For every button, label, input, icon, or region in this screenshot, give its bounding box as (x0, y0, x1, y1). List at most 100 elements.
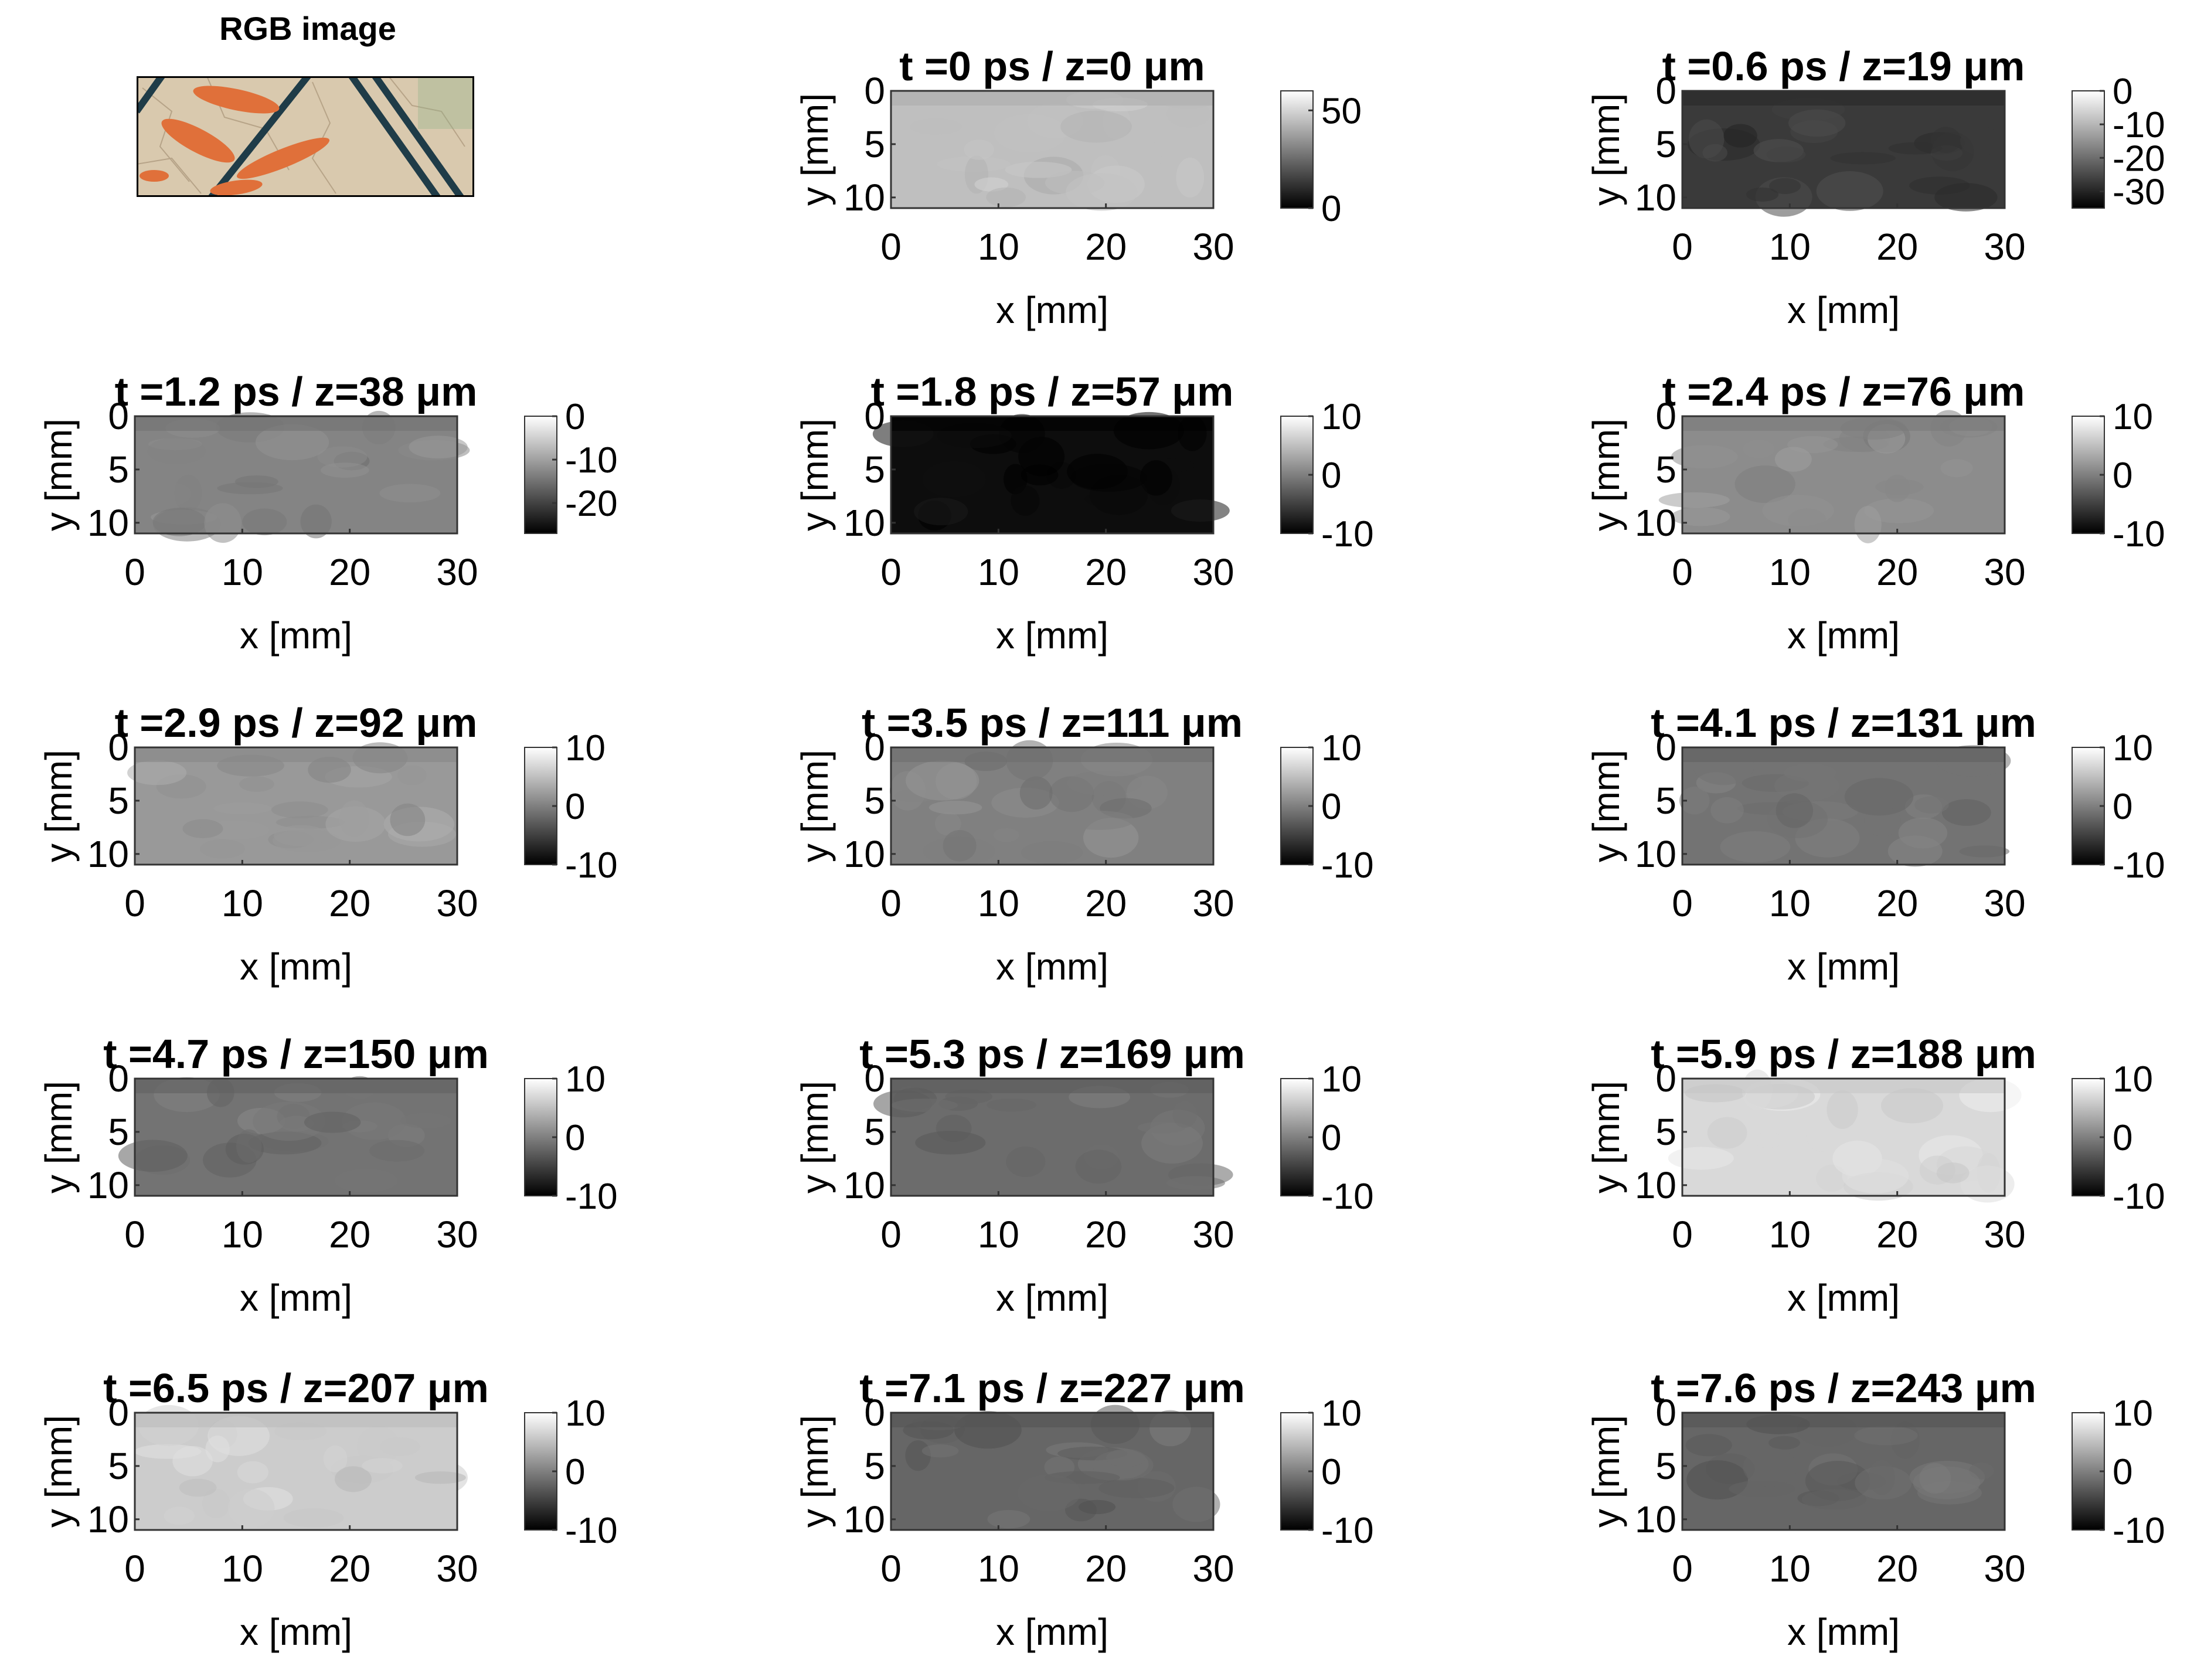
x-tick-label: 20 (1876, 551, 1918, 593)
y-axis-label: y [mm] (794, 1415, 836, 1528)
x-axis-label: x [mm] (240, 1277, 352, 1319)
y-tick-label: 0 (1655, 1392, 1676, 1434)
axes-box (134, 1077, 458, 1197)
x-tick-label: 0 (124, 551, 145, 593)
colorbar-tick-label: 10 (565, 1393, 606, 1434)
y-tick-label: 0 (108, 1057, 129, 1100)
heatmap-image (1668, 1069, 2022, 1203)
x-tick-label: 0 (1672, 1548, 1693, 1590)
x-tick-label: 30 (436, 882, 478, 924)
y-tick-label: 5 (1655, 1111, 1676, 1153)
colorbar-tick-label: -10 (2113, 1176, 2165, 1217)
x-tick-label: 30 (1192, 551, 1234, 593)
y-tick-label: 0 (108, 726, 129, 768)
y-axis-label: y [mm] (1585, 1081, 1627, 1193)
colorbar (2072, 90, 2105, 209)
y-tick-label: 10 (843, 1164, 885, 1206)
y-axis-label: y [mm] (794, 419, 836, 531)
heatmap-image (1682, 1413, 2005, 1530)
x-axis-label: x [mm] (996, 1277, 1108, 1319)
x-axis-label: x [mm] (996, 1611, 1108, 1653)
rgb-orange-strokes (140, 86, 330, 196)
colorbar-tick-label: -30 (2113, 172, 2165, 212)
y-tick-label: 5 (108, 780, 129, 822)
y-axis-label: y [mm] (1585, 419, 1627, 531)
x-tick-label: 10 (222, 551, 263, 593)
colorbar-tick-label: 0 (1321, 787, 1341, 827)
x-tick-label: 20 (329, 551, 370, 593)
heatmap-image (127, 742, 457, 865)
axes-box (1681, 1077, 2006, 1197)
colorbar (2072, 416, 2105, 534)
x-tick-label: 10 (222, 1548, 263, 1590)
rgb-green-tint (418, 76, 474, 129)
x-axis-label: x [mm] (996, 614, 1108, 657)
rgb-image-title: RGB image (219, 10, 396, 47)
x-tick-label: 10 (1769, 1548, 1811, 1590)
colorbar (524, 416, 557, 534)
x-tick-label: 10 (978, 551, 1019, 593)
y-tick-label: 0 (1655, 1057, 1676, 1100)
colorbar-tick-label: 0 (565, 1452, 585, 1492)
colorbar (2072, 747, 2105, 865)
y-tick-label: 10 (87, 502, 129, 544)
x-axis-label: x [mm] (996, 289, 1108, 331)
axes-box (1681, 415, 2006, 535)
x-axis-label: x [mm] (1787, 1277, 1900, 1319)
colorbar-tick-label: 10 (2113, 397, 2153, 437)
y-tick-label: 0 (108, 395, 129, 437)
panel-title: t =5.3 ps / z=169 μm (859, 1031, 1245, 1077)
heatmap-image (1679, 745, 2011, 867)
colorbar-tick-label: -10 (2113, 514, 2165, 555)
x-tick-label: 30 (1192, 882, 1234, 924)
y-tick-label: 10 (843, 833, 885, 875)
x-tick-label: 30 (436, 551, 478, 593)
x-tick-label: 0 (880, 1548, 902, 1590)
x-axis-label: x [mm] (996, 946, 1108, 988)
y-tick-label: 0 (1655, 726, 1676, 768)
panel-title: t =7.6 ps / z=243 μm (1651, 1365, 2036, 1411)
y-tick-label: 0 (864, 70, 885, 112)
x-tick-label: 30 (1984, 551, 2025, 593)
y-tick-label: 0 (864, 726, 885, 768)
panel-title: t =1.8 ps / z=57 μm (871, 369, 1234, 414)
x-tick-label: 20 (329, 882, 370, 924)
colorbar-tick-label: -10 (565, 845, 618, 886)
colorbar (524, 1078, 557, 1196)
axes-box (134, 1412, 458, 1531)
colorbar-tick-label: -20 (2113, 138, 2165, 179)
y-tick-label: 5 (108, 1445, 129, 1487)
x-tick-label: 20 (329, 1548, 370, 1590)
y-axis-label: y [mm] (38, 1415, 80, 1528)
colorbar-tick-label: 0 (2113, 455, 2132, 496)
colorbar-tick-label: 0 (2113, 1452, 2132, 1492)
x-tick-label: 30 (1984, 1213, 2025, 1256)
x-tick-label: 0 (880, 551, 902, 593)
x-axis-label: x [mm] (240, 614, 352, 657)
x-tick-label: 20 (1085, 1548, 1127, 1590)
colorbar-tick-label: 10 (2113, 1059, 2153, 1100)
panel-title: t =5.9 ps / z=188 μm (1651, 1031, 2036, 1077)
x-tick-label: 0 (124, 882, 145, 924)
y-tick-label: 10 (843, 176, 885, 219)
panel-title: t =6.5 ps / z=207 μm (103, 1365, 489, 1411)
colorbar (2072, 1078, 2105, 1196)
x-tick-label: 10 (222, 882, 263, 924)
x-tick-label: 0 (124, 1548, 145, 1590)
y-tick-label: 10 (1635, 833, 1676, 875)
colorbar-tick-label: -10 (2113, 105, 2165, 145)
y-axis-label: y [mm] (38, 750, 80, 862)
axes-box (890, 746, 1215, 866)
x-tick-label: 30 (1192, 1213, 1234, 1256)
x-tick-label: 10 (1769, 226, 1811, 268)
colorbar (1280, 747, 1314, 865)
y-tick-label: 0 (864, 1057, 885, 1100)
colorbar-tick-label: 10 (2113, 1393, 2153, 1434)
x-tick-label: 20 (1876, 882, 1918, 924)
